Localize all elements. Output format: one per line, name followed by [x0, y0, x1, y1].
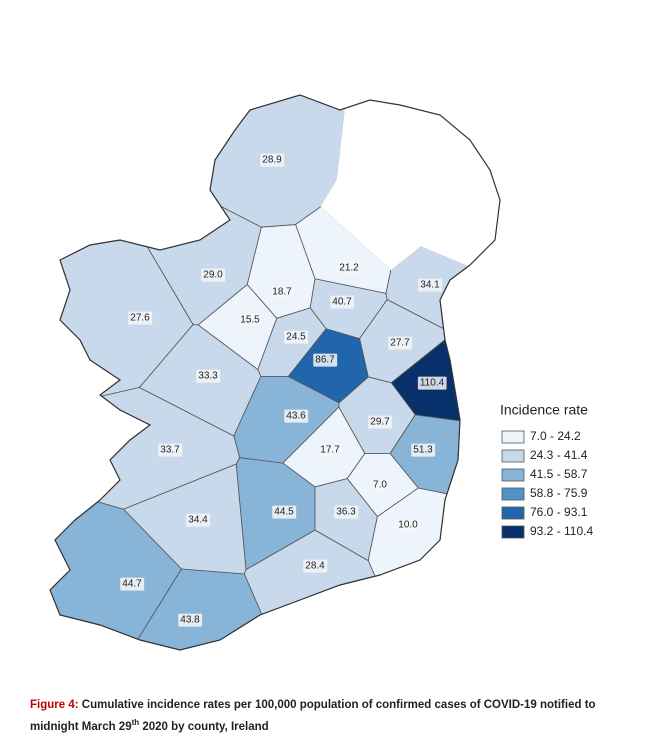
legend-label: 58.8 - 75.9 [530, 486, 588, 500]
county-value: 28.9 [262, 155, 282, 166]
county-value: 43.6 [286, 411, 306, 422]
map: 28.9 29.0 18.7 40.7 21.2 34.1 27.6 15.5 24.5 27.7… [49, 94, 593, 651]
legend-swatch [501, 487, 525, 501]
county-value: 34.1 [420, 280, 440, 291]
county-value: 44.5 [274, 507, 294, 518]
legend-label: 93.2 - 110.4 [530, 524, 593, 538]
label-box [368, 415, 393, 429]
legend-swatch [501, 506, 525, 520]
county-value: 17.7 [320, 445, 340, 456]
county-value: 33.3 [198, 371, 218, 382]
legend-swatch [501, 449, 525, 463]
caption-sup: th [131, 718, 140, 727]
county-value: 43.8 [180, 615, 200, 626]
label-box [284, 409, 309, 423]
legend-label: 76.0 - 93.1 [530, 505, 588, 519]
county-value: 21.2 [339, 263, 359, 274]
county-value: 24.5 [286, 332, 306, 343]
label-box [238, 313, 263, 327]
legend-title: Incidence rate [500, 402, 588, 418]
county-value: 40.7 [332, 297, 352, 308]
caption-text: Cumulative incidence rates per 100,000 p… [30, 699, 596, 733]
county-value: 29.0 [203, 270, 223, 281]
legend-label: 24.3 - 41.4 [530, 448, 588, 462]
label-box [201, 268, 226, 282]
label-box [120, 577, 145, 591]
label-box [284, 330, 309, 344]
label-box [128, 311, 153, 325]
county-value: 18.7 [272, 287, 292, 298]
label-box [272, 505, 297, 519]
legend-swatch [501, 430, 525, 444]
label-box [388, 336, 413, 350]
county-value: 29.7 [370, 417, 390, 428]
county-value: 110.4 [420, 378, 445, 389]
label-box [318, 443, 343, 457]
caption-text-end: 2020 by county, Ireland [139, 720, 269, 733]
county-value: 27.6 [130, 313, 150, 324]
caption-label: Figure 4: [30, 699, 79, 711]
county-value: 36.3 [336, 507, 356, 518]
label-box [418, 278, 443, 292]
legend-label: 41.5 - 58.7 [530, 467, 588, 481]
legend-swatch [501, 525, 525, 539]
label-box [260, 153, 285, 167]
caption: Figure 4: Cumulative incidence rates per… [30, 697, 630, 736]
county-value: 34.4 [188, 515, 208, 526]
county-value: 10.0 [398, 520, 418, 531]
label-box [337, 261, 362, 275]
legend-label: 7.0 - 24.2 [530, 429, 581, 443]
label-box [411, 443, 436, 457]
label-box [196, 369, 221, 383]
county-value: 28.4 [305, 561, 325, 572]
county-value: 27.7 [390, 338, 410, 349]
northern-region [320, 179, 422, 271]
label-box [178, 613, 203, 627]
label-box [303, 559, 328, 573]
county-value: 15.5 [240, 315, 260, 326]
county-value: 51.3 [413, 445, 433, 456]
label-box [371, 478, 390, 492]
county-value: 86.7 [315, 355, 335, 366]
coastline [49, 94, 501, 651]
legend-swatch [501, 468, 525, 482]
label-box [396, 518, 421, 532]
county-value: 7.0 [373, 480, 387, 491]
label-box [330, 295, 355, 309]
label-box [417, 376, 447, 390]
label-box [186, 513, 211, 527]
label-box [270, 285, 295, 299]
label-box [313, 353, 338, 367]
county-value: 44.7 [122, 579, 142, 590]
label-box [334, 505, 359, 519]
county-value: 33.7 [160, 445, 180, 456]
label-box [158, 443, 183, 457]
